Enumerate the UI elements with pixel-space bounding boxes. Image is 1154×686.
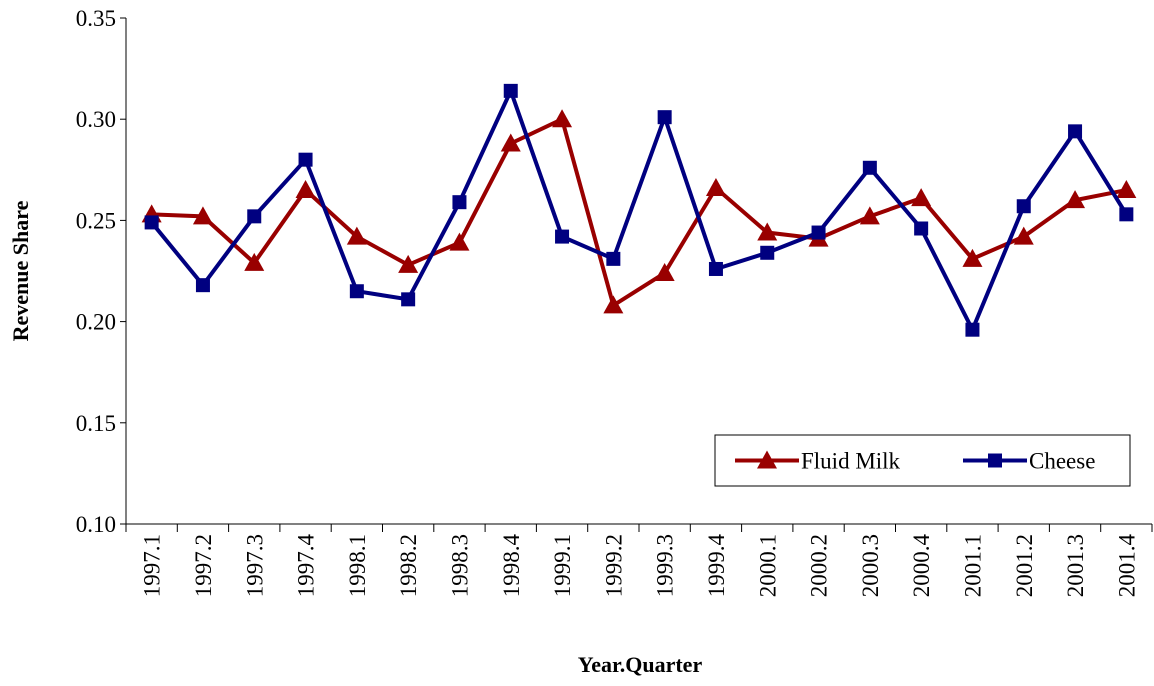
series-line xyxy=(150,85,1129,335)
legend-label: Cheese xyxy=(1029,449,1095,474)
point xyxy=(244,252,265,271)
x-tick-label: 1998.3 xyxy=(447,534,472,597)
point xyxy=(757,222,778,241)
x-tick-label: 1999.4 xyxy=(704,534,729,598)
x-tick-label: 2000.4 xyxy=(909,534,934,598)
y-tick-label: 0.35 xyxy=(76,6,116,31)
point xyxy=(705,178,726,197)
point xyxy=(1065,190,1086,209)
legend-label: Fluid Milk xyxy=(801,449,901,474)
point xyxy=(965,322,980,337)
x-tick-label: 2000.1 xyxy=(755,534,780,597)
point xyxy=(606,251,621,266)
x-tick-label: 2001.3 xyxy=(1063,534,1088,597)
point xyxy=(500,133,521,152)
point xyxy=(962,248,983,267)
point xyxy=(144,215,159,230)
point xyxy=(298,152,313,167)
point xyxy=(295,180,316,199)
point xyxy=(1116,180,1137,199)
x-tick-label: 1998.1 xyxy=(345,534,370,597)
x-tick-label: 1997.2 xyxy=(191,534,216,597)
point xyxy=(552,109,573,128)
x-tick-label: 2000.2 xyxy=(807,534,832,597)
point xyxy=(452,195,467,210)
point xyxy=(811,225,826,240)
point xyxy=(911,188,932,207)
x-tick-label: 1997.3 xyxy=(242,534,267,597)
x-tick-label: 1997.1 xyxy=(140,534,165,597)
legend-box xyxy=(714,434,1131,487)
point xyxy=(859,206,880,225)
point xyxy=(708,261,723,276)
point xyxy=(195,278,210,293)
point xyxy=(1013,226,1034,245)
x-axis-title: Year.Quarter xyxy=(578,652,703,677)
x-tick-label: 1998.2 xyxy=(396,534,421,597)
y-tick-label: 0.10 xyxy=(76,512,116,537)
legend: Fluid Milk Cheese xyxy=(714,434,1131,487)
y-tick-label: 0.25 xyxy=(76,208,116,233)
point xyxy=(760,245,775,260)
point xyxy=(988,453,1002,468)
point xyxy=(192,206,213,225)
point xyxy=(1068,124,1083,139)
point xyxy=(914,221,929,236)
point xyxy=(1016,199,1031,214)
point xyxy=(398,254,419,273)
point xyxy=(1119,207,1134,222)
point xyxy=(757,450,777,469)
point xyxy=(555,229,570,244)
y-tick-label: 0.20 xyxy=(76,310,116,335)
point xyxy=(654,263,675,282)
x-tick-label: 2001.1 xyxy=(960,534,985,597)
x-tick-label: 2000.3 xyxy=(858,534,883,597)
x-tick-label: 1998.4 xyxy=(499,534,524,598)
x-tick-label: 2001.2 xyxy=(1012,534,1037,597)
x-tick-label: 1999.3 xyxy=(653,534,678,597)
point xyxy=(449,232,470,251)
y-axis-title: Revenue Share xyxy=(8,200,33,341)
x-tick-label: 2001.4 xyxy=(1114,534,1139,598)
y-tick-label: 0.15 xyxy=(76,411,116,436)
series-line xyxy=(151,116,1127,309)
point xyxy=(603,295,624,314)
point xyxy=(247,209,262,224)
y-tick-label: 0.30 xyxy=(76,107,116,132)
x-tick-label: 1999.2 xyxy=(601,534,626,597)
x-tick-label: 1999.1 xyxy=(550,534,575,597)
x-tick-label: 1997.4 xyxy=(294,534,319,598)
point xyxy=(862,160,877,175)
point xyxy=(657,110,672,125)
point xyxy=(349,284,364,299)
point xyxy=(401,292,416,307)
point xyxy=(346,226,367,245)
point xyxy=(503,83,518,98)
